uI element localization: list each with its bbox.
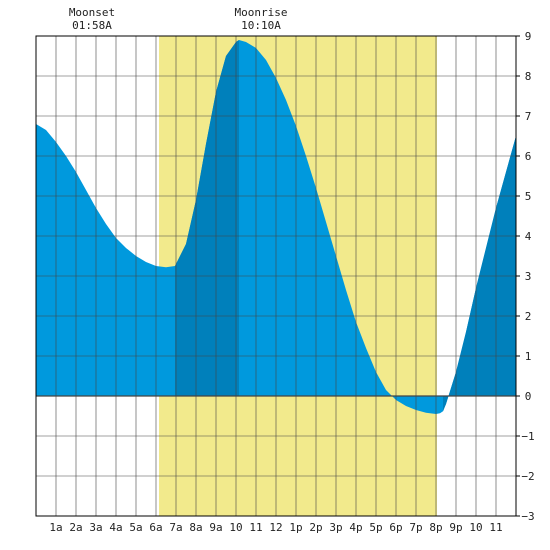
- x-tick-label: 6a: [149, 521, 162, 534]
- moonrise-label: Moonrise: [234, 6, 288, 19]
- x-tick-label: 8p: [429, 521, 442, 534]
- y-tick-label: 7: [525, 110, 532, 123]
- y-tick-label: 3: [525, 270, 532, 283]
- y-tick-label: 6: [525, 150, 532, 163]
- x-tick-label: 11: [489, 521, 502, 534]
- x-tick-label: 7p: [409, 521, 422, 534]
- x-tick-label: 2p: [309, 521, 322, 534]
- x-tick-label: 2a: [69, 521, 82, 534]
- x-tick-label: 1a: [49, 521, 62, 534]
- x-tick-label: 6p: [389, 521, 402, 534]
- y-tick-label: 0: [525, 390, 532, 403]
- moonset-time: 01:58A: [72, 19, 112, 32]
- x-tick-label: 8a: [189, 521, 202, 534]
- y-tick-label: 5: [525, 190, 532, 203]
- y-tick-label: −2: [521, 470, 534, 483]
- x-tick-label: 5a: [129, 521, 142, 534]
- x-tick-label: 9p: [449, 521, 462, 534]
- x-tick-label: 1p: [289, 521, 302, 534]
- x-tick-label: 12: [269, 521, 282, 534]
- x-tick-labels: 1a 2a 3a 4a 5a 6a 7a 8a 9a 10 11 12 1p 2p 3p 4p 5p 6p 7p 8p…: [49, 521, 502, 534]
- x-tick-label: 9a: [209, 521, 222, 534]
- x-tick-label: 4p: [349, 521, 362, 534]
- y-tick-label: 9: [525, 30, 532, 43]
- y-tick-label: 4: [525, 230, 532, 243]
- y-tick-label: 8: [525, 70, 532, 83]
- moonset-label: Moonset: [68, 6, 116, 19]
- x-tick-label: 10: [469, 521, 482, 534]
- grid-lines: [36, 36, 516, 516]
- y-tick-label: −3: [521, 510, 534, 523]
- moonrise-time: 10:10A: [241, 19, 281, 32]
- x-tick-label: 11: [249, 521, 262, 534]
- x-tick-label: 7a: [169, 521, 182, 534]
- y-tick-label: 1: [525, 350, 532, 363]
- y-tick-label: 2: [525, 310, 532, 323]
- x-tick-label: 3a: [89, 521, 102, 534]
- x-tick-label: 3p: [329, 521, 342, 534]
- moonset-annotation: Moonset 01:58A: [62, 6, 122, 32]
- x-tick-label: 4a: [109, 521, 122, 534]
- x-tick-label: 10: [229, 521, 242, 534]
- x-tick-label: 5p: [369, 521, 382, 534]
- y-tick-labels: 9 8 7 6 5 4 3 2 1 0 −1 −2 −3: [516, 30, 535, 523]
- y-tick-label: −1: [521, 430, 534, 443]
- moonrise-annotation: Moonrise 10:10A: [226, 6, 296, 32]
